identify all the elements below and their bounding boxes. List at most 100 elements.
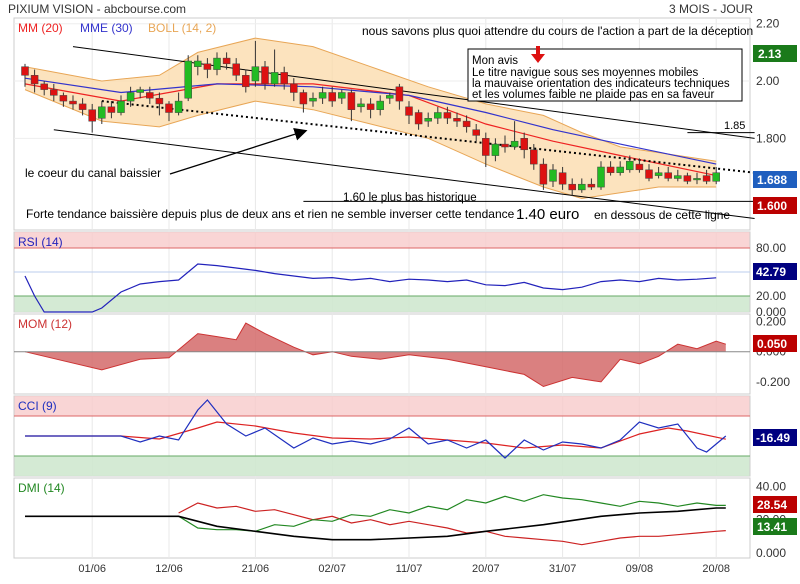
dmi-title: DMI (14): [18, 481, 65, 495]
candle-body: [290, 83, 298, 93]
rsi-title: RSI (14): [18, 235, 63, 249]
dmi-minus-value: 13.41: [757, 520, 787, 534]
candle: [386, 92, 394, 104]
candle-body: [232, 63, 240, 76]
rsi-oversold-zone: [14, 296, 750, 312]
candle-body: [146, 92, 154, 99]
candle-body: [702, 175, 711, 182]
price-high-box: [753, 45, 797, 62]
candle-body: [616, 166, 624, 173]
candle: [424, 112, 432, 127]
annotation-coeur: le coeur du canal baissier: [25, 166, 161, 180]
date-tick-label: 11/07: [396, 563, 423, 575]
candle-body: [338, 92, 346, 99]
candle-body: [683, 175, 692, 182]
annotation-avis-line3: et les volumes faible ne plaide pas en s…: [472, 89, 714, 101]
candle: [338, 89, 346, 104]
trend-line: [53, 129, 755, 220]
dmi-adx-value: 28.54: [757, 498, 787, 512]
legend-boll: BOLL (14, 2): [148, 21, 216, 35]
candle: [510, 121, 519, 150]
candle: [693, 172, 701, 185]
candle-body: [309, 97, 317, 102]
candle: [443, 106, 452, 124]
candle-body: [510, 140, 519, 148]
annotation-avis-title: Mon avis: [472, 55, 518, 67]
candle-body: [242, 75, 250, 88]
candle: [290, 78, 298, 102]
candle: [414, 109, 423, 130]
candle: [30, 69, 39, 93]
candle-body: [530, 149, 538, 165]
mom-title: MOM (12): [18, 317, 72, 331]
candle-body: [405, 106, 413, 116]
candle-body: [136, 89, 144, 93]
mom-line: [24, 322, 726, 388]
candle-body: [712, 172, 720, 182]
candle: [558, 166, 567, 190]
legend-mm: MM (20): [18, 21, 63, 35]
rsi-line: [24, 263, 717, 313]
legend-mme: MME (30): [80, 21, 133, 35]
dmi-adx-box: [753, 496, 797, 513]
candle-body: [366, 103, 375, 110]
price-low-box: [753, 197, 797, 214]
candle-body: [107, 106, 116, 113]
candle: [251, 40, 260, 87]
dmi-plus-line: [178, 502, 726, 546]
candle-body: [126, 92, 135, 102]
candle-body: [21, 66, 29, 76]
candle-body: [376, 100, 384, 110]
rsi-y-axis: 80.00 20.00 0.000: [756, 241, 786, 319]
candle: [242, 69, 250, 93]
candle-body: [558, 172, 567, 185]
cci-title: CCI (9): [18, 399, 57, 413]
price-y-axis: 2.20 2.00 1.800: [756, 17, 786, 146]
candle: [203, 58, 212, 79]
candle: [146, 86, 154, 104]
candle-body: [69, 100, 77, 105]
candle-body: [251, 66, 260, 82]
cci-value-box: [753, 429, 797, 446]
candle-body: [472, 129, 480, 136]
candle-body: [578, 183, 586, 191]
annotation-cible: 1.40 euro: [516, 206, 579, 223]
date-tick-label: 21/06: [242, 563, 270, 575]
candle-body: [587, 183, 596, 188]
y-tick-label: 80.00: [756, 241, 786, 255]
candle-body: [261, 66, 269, 85]
candle-body: [462, 120, 471, 128]
candle: [50, 83, 58, 102]
candle: [347, 89, 356, 122]
candle: [136, 86, 144, 99]
candle-body: [155, 97, 164, 105]
candle-body: [78, 103, 87, 110]
candle-body: [357, 103, 365, 108]
candle: [309, 92, 317, 107]
candle-body: [501, 143, 509, 148]
candle-body: [491, 143, 500, 156]
candle: [174, 92, 183, 116]
candle-body: [482, 138, 490, 156]
candle: [616, 161, 624, 176]
candle-body: [539, 163, 548, 185]
candle: [232, 58, 240, 82]
candle: [405, 101, 413, 124]
candle: [78, 98, 87, 116]
candle: [664, 166, 672, 182]
candle-body: [194, 60, 202, 67]
candle: [587, 178, 596, 190]
candle-body: [213, 57, 221, 70]
annotation-dessous: en dessous de cette ligne: [594, 208, 730, 222]
candle: [280, 66, 288, 90]
candle: [261, 60, 269, 90]
rsi-value-box: [753, 263, 797, 280]
annotation-tendance: Forte tendance baissière depuis plus de …: [26, 207, 515, 221]
candle: [40, 81, 48, 96]
dmi-panel: [13, 477, 751, 559]
cci-signal-line: [25, 421, 726, 449]
candle-body: [549, 169, 557, 182]
candle: [184, 55, 192, 102]
candle-body: [606, 166, 615, 173]
candle: [194, 55, 202, 76]
